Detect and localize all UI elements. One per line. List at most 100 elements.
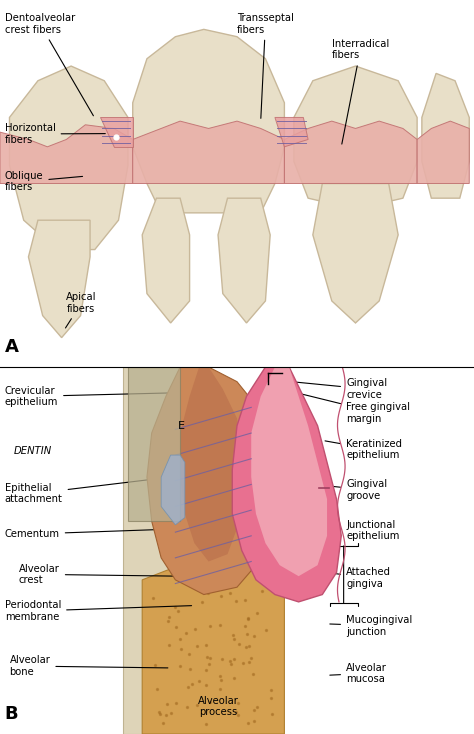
- Point: [196, 675, 203, 686]
- Text: Keratinized
epithelium: Keratinized epithelium: [325, 439, 402, 460]
- Point: [176, 633, 183, 644]
- Point: [253, 701, 261, 713]
- Point: [240, 657, 247, 669]
- Point: [267, 683, 275, 695]
- Polygon shape: [422, 73, 469, 198]
- Text: Alveolar
bone: Alveolar bone: [9, 655, 168, 677]
- Polygon shape: [232, 367, 341, 602]
- Point: [229, 629, 237, 641]
- Point: [162, 709, 170, 721]
- Point: [226, 655, 234, 666]
- Point: [247, 652, 255, 664]
- Point: [245, 640, 253, 652]
- Point: [173, 697, 180, 709]
- Point: [230, 672, 237, 684]
- Point: [217, 619, 224, 631]
- Point: [202, 664, 210, 676]
- Point: [182, 627, 190, 639]
- Text: Free gingival
margin: Free gingival margin: [299, 393, 410, 424]
- Point: [177, 644, 184, 655]
- Point: [171, 601, 179, 613]
- Point: [241, 594, 249, 606]
- Polygon shape: [147, 367, 270, 595]
- Text: Interradical
fibers: Interradical fibers: [332, 39, 389, 144]
- Point: [243, 628, 251, 640]
- Point: [234, 709, 242, 721]
- Polygon shape: [161, 455, 185, 525]
- Polygon shape: [123, 367, 204, 734]
- Point: [216, 670, 224, 682]
- Point: [217, 675, 224, 686]
- Text: Periodontal
membrane: Periodontal membrane: [5, 600, 191, 622]
- Point: [267, 693, 275, 705]
- Point: [188, 678, 196, 690]
- Text: Attached
gingiva: Attached gingiva: [330, 567, 391, 589]
- Point: [230, 633, 238, 645]
- Point: [250, 705, 257, 716]
- Point: [191, 623, 199, 635]
- Point: [186, 663, 194, 675]
- Polygon shape: [0, 125, 133, 184]
- Point: [176, 661, 183, 672]
- Polygon shape: [275, 117, 308, 147]
- Point: [183, 701, 191, 713]
- Point: [245, 614, 252, 625]
- Polygon shape: [180, 367, 242, 562]
- Point: [184, 682, 191, 694]
- Text: A: A: [5, 338, 18, 356]
- Point: [152, 660, 159, 672]
- Text: Alveolar
mucosa: Alveolar mucosa: [330, 663, 387, 684]
- Point: [245, 656, 252, 668]
- Point: [244, 612, 251, 624]
- Text: B: B: [5, 705, 18, 723]
- Text: Crevicular
epithelium: Crevicular epithelium: [5, 385, 177, 407]
- Text: DENTIN: DENTIN: [14, 446, 53, 457]
- Point: [268, 708, 276, 720]
- Text: Alveolar
process: Alveolar process: [198, 696, 238, 718]
- Polygon shape: [417, 121, 469, 184]
- Point: [193, 640, 201, 652]
- Point: [202, 718, 210, 730]
- Point: [218, 653, 226, 665]
- Polygon shape: [218, 198, 270, 323]
- Text: Gingival
crevice: Gingival crevice: [275, 378, 387, 400]
- Point: [174, 606, 182, 617]
- Point: [167, 708, 174, 719]
- Point: [185, 648, 193, 660]
- Polygon shape: [251, 367, 327, 576]
- Text: Gingival
groove: Gingival groove: [317, 479, 387, 501]
- Text: Dentoalveolar
crest fibers: Dentoalveolar crest fibers: [5, 13, 93, 116]
- Point: [232, 595, 240, 607]
- Point: [206, 653, 213, 664]
- Text: Apical
fibers: Apical fibers: [65, 292, 97, 328]
- Polygon shape: [128, 367, 180, 521]
- Text: Junctional
epithelium: Junctional epithelium: [311, 520, 400, 541]
- Point: [165, 639, 173, 650]
- Point: [250, 715, 258, 727]
- Point: [202, 679, 210, 691]
- Polygon shape: [9, 66, 128, 250]
- Point: [156, 708, 164, 720]
- Text: Cementum: Cementum: [5, 528, 187, 539]
- Point: [193, 700, 201, 711]
- Polygon shape: [28, 220, 90, 338]
- Point: [258, 586, 265, 597]
- Text: Epithelial
attachment: Epithelial attachment: [5, 477, 168, 504]
- Point: [226, 586, 233, 598]
- Text: Mucogingival
junction: Mucogingival junction: [330, 615, 412, 636]
- Point: [230, 653, 238, 665]
- Point: [216, 683, 224, 695]
- Point: [207, 620, 214, 632]
- Point: [198, 596, 206, 608]
- Point: [202, 639, 210, 651]
- Point: [206, 696, 213, 708]
- Polygon shape: [142, 562, 284, 734]
- Point: [232, 706, 239, 718]
- Point: [204, 587, 212, 599]
- Point: [172, 621, 180, 633]
- Point: [153, 683, 161, 694]
- Point: [164, 615, 172, 627]
- Point: [165, 611, 173, 623]
- Point: [242, 620, 249, 632]
- Point: [149, 592, 156, 603]
